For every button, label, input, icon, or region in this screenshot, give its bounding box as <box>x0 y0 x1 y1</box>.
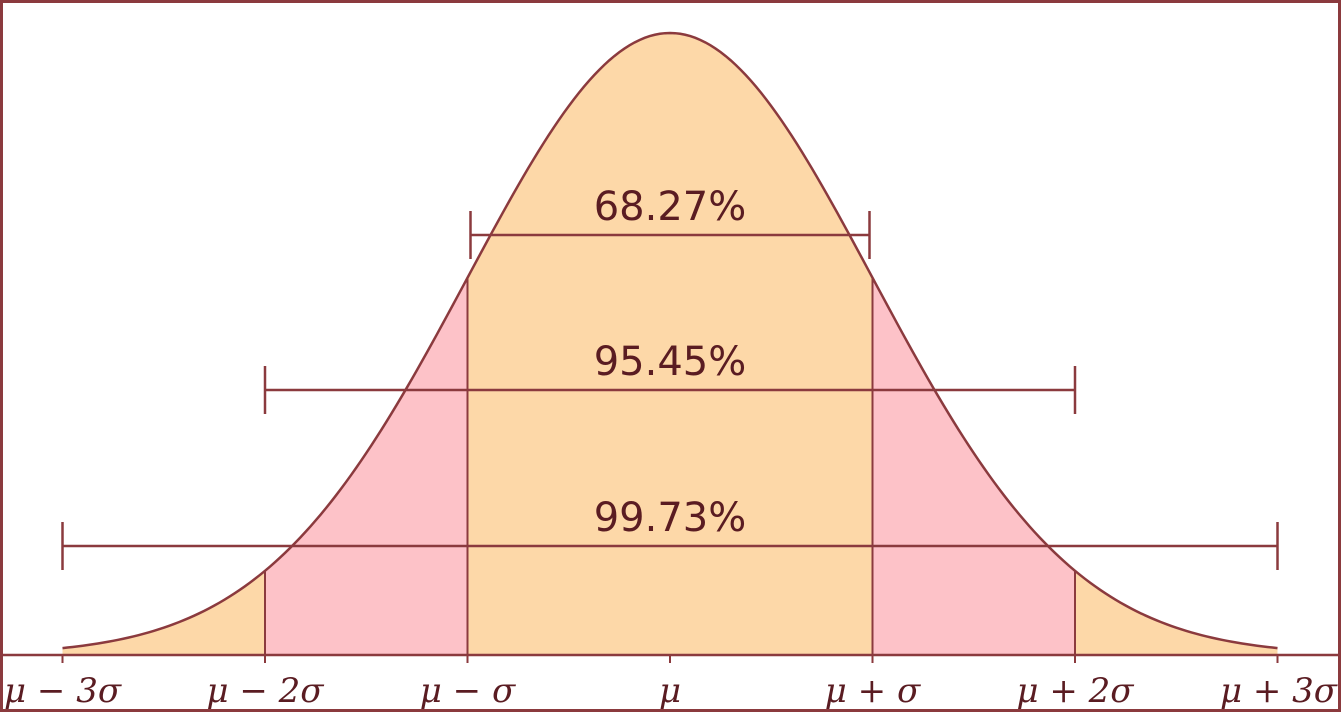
interval-percent-label: 68.27% <box>594 184 747 230</box>
x-tick-label: μ − 3σ <box>4 671 122 711</box>
divider-layer <box>264 277 1076 655</box>
band-0 <box>62 570 265 655</box>
x-tick-label: μ − σ <box>420 671 516 711</box>
x-tick-label: μ + 3σ <box>1220 671 1338 711</box>
interval-bracket: 95.45% <box>263 339 1077 414</box>
interval-percent-label: 95.45% <box>594 339 747 385</box>
interval-bracket: 99.73% <box>61 495 1279 570</box>
x-tick-label: μ + 2σ <box>1016 671 1134 711</box>
x-tick-label: μ − 2σ <box>206 671 324 711</box>
bell-curve <box>62 31 1278 650</box>
x-tick-label: μ + σ <box>825 671 921 711</box>
interval-layer: 68.27% 95.45% 99.73% <box>61 184 1279 570</box>
x-ticks: μ − 3σ μ − 2σ μ − σ μ μ + σ μ + 2σ μ + 3σ <box>4 655 1338 711</box>
band-2 <box>467 33 873 655</box>
band-4 <box>1075 570 1278 655</box>
interval-percent-label: 99.73% <box>594 495 747 541</box>
x-tick-label: μ <box>659 671 681 711</box>
interval-bracket: 68.27% <box>469 184 871 259</box>
